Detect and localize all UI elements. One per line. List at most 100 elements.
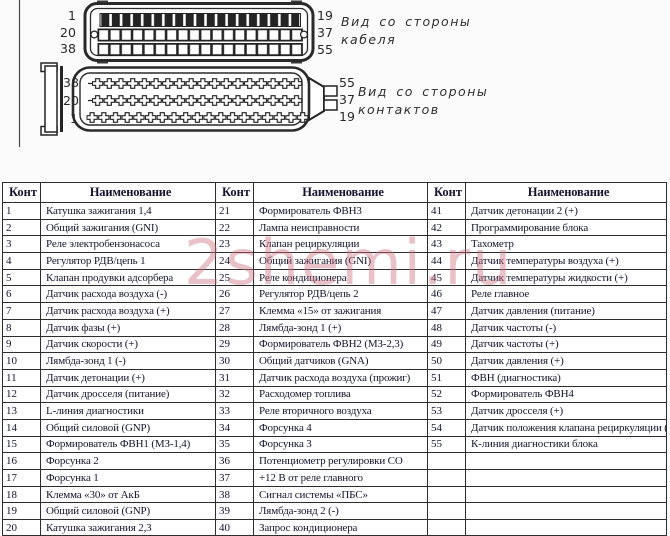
table-row: 40 Запрос кондиционера bbox=[216, 520, 428, 535]
pin-name-cell: Общий силовой (GNP) bbox=[41, 503, 216, 521]
connector-cable-view-drawing bbox=[83, 0, 315, 64]
pin-number-cell: 21 bbox=[216, 203, 254, 220]
pin-number-cell: 31 bbox=[216, 369, 254, 387]
pin-number-cell: 23 bbox=[216, 236, 254, 254]
pin-number-cell: 43 bbox=[428, 236, 466, 254]
pin-number-cell bbox=[428, 503, 466, 521]
pin-number-cell: 55 bbox=[428, 436, 466, 454]
pin-number-cell: 8 bbox=[3, 319, 41, 337]
pin-number-cell: 25 bbox=[216, 269, 254, 287]
pin-number-cell: 49 bbox=[428, 336, 466, 354]
pin-name-cell: Катушка зажигания 1,4 bbox=[41, 203, 216, 220]
table-row: 26 Регулятор РДВ/цепь 2 bbox=[216, 286, 428, 304]
pin-number-cell: 3 bbox=[3, 236, 41, 254]
table-row: 21 Формирователь ФВН3 bbox=[216, 203, 428, 220]
pin-name-cell: Датчик расхода воздуха (прожиг) bbox=[254, 369, 428, 387]
header-name-cell: Наименование bbox=[466, 183, 666, 203]
pin-number-cell: 14 bbox=[3, 419, 41, 437]
table-row: 36 Потенциометр регулировки СО bbox=[216, 453, 428, 470]
pin-name-cell: L-линия диагностики bbox=[41, 403, 216, 420]
table-row: 12 Датчик дросселя (питание) bbox=[3, 386, 216, 404]
pin-name-cell: Форсунка 1 bbox=[41, 470, 216, 487]
pin-number-cell: 30 bbox=[216, 353, 254, 370]
table-row bbox=[428, 453, 666, 470]
pin-name-cell: Лямбда-зонд 1 (+) bbox=[254, 319, 428, 337]
pin-name-cell: Регулятор РДВ/цепь 1 bbox=[41, 253, 216, 270]
table-row: 22 Лампа неисправности bbox=[216, 219, 428, 237]
table-row: 18 Клемма «30» от АкБ bbox=[3, 486, 216, 504]
pin-name-cell: Лампа неисправности bbox=[254, 219, 428, 237]
caption-line: контактов bbox=[358, 102, 440, 117]
pin-number-cell: 17 bbox=[3, 470, 41, 487]
pin-number-cell bbox=[428, 453, 466, 470]
pin-name-cell: Общий зажигания (GNI) bbox=[254, 253, 428, 270]
pin-name-cell: Датчик детонации (+) bbox=[41, 369, 216, 387]
table-row: 45 Датчик температуры жидкости (+) bbox=[428, 269, 666, 287]
pin-number-cell: 5 bbox=[3, 269, 41, 287]
pin-name-cell: Сигнал системы «ПБС» bbox=[254, 486, 428, 504]
pin-label: 1 bbox=[68, 8, 76, 23]
pin-number-cell: 20 bbox=[3, 520, 41, 535]
pin-number-cell: 45 bbox=[428, 269, 466, 287]
table-row: 28 Лямбда-зонд 1 (+) bbox=[216, 319, 428, 337]
pin-number-cell: 19 bbox=[3, 503, 41, 521]
table-row: 48 Датчик частоты (-) bbox=[428, 319, 666, 337]
table-row: 52 Формирователь ФВН4 bbox=[428, 386, 666, 404]
pin-name-cell: Форсунка 2 bbox=[41, 453, 216, 470]
pin-number-cell: 29 bbox=[216, 336, 254, 354]
table-row: 35 Форсунка 3 bbox=[216, 436, 428, 454]
pin-name-cell: Датчик давления (+) bbox=[466, 353, 666, 370]
pin-name-cell: Датчик температуры жидкости (+) bbox=[466, 270, 666, 287]
table-rows: 21 Формирователь ФВН3 22 Лампа неисправност… bbox=[216, 203, 428, 535]
pin-number-cell: 16 bbox=[3, 453, 41, 470]
pin-number-cell: 38 bbox=[216, 486, 254, 504]
table-row: 17 Форсунка 1 bbox=[3, 470, 216, 487]
pin-name-cell: Лямбда-зонд 2 (-) bbox=[254, 503, 428, 521]
table-group-2: Конт Наименование 21 Формирователь ФВН3 22… bbox=[216, 183, 428, 535]
table-row: 42 Программирование блока bbox=[428, 219, 666, 237]
table-row: 43 Тахометр bbox=[428, 236, 666, 254]
table-row: 41 Датчик детонации 2 (+) bbox=[428, 203, 666, 220]
caption-line: Вид со стороны bbox=[341, 14, 472, 29]
pin-name-cell: Общий датчиков (GNA) bbox=[254, 353, 428, 370]
pin-name-cell: Лямбда-зонд 1 (-) bbox=[41, 353, 216, 370]
pin-name-cell: Расходомер топлива bbox=[254, 386, 428, 404]
table-row bbox=[428, 470, 666, 487]
table-row: 30 Общий датчиков (GNA) bbox=[216, 353, 428, 370]
pin-number-cell: 41 bbox=[428, 203, 466, 220]
pin-name-cell: Запрос кондиционера bbox=[254, 520, 428, 535]
table-row: 6 Датчик расхода воздуха (-) bbox=[3, 286, 216, 304]
pin-number-cell: 6 bbox=[3, 286, 41, 304]
pin-label: 19 bbox=[339, 109, 355, 124]
pin-label: 38 bbox=[60, 41, 76, 56]
pin-number-cell: 22 bbox=[216, 219, 254, 237]
caption-line: кабеля bbox=[341, 32, 397, 47]
caption-line: Вид со стороны bbox=[358, 84, 489, 99]
pin-label: 37 bbox=[339, 92, 355, 107]
connector-contact-view-drawing bbox=[40, 62, 338, 136]
pin-name-cell: Реле вторичного воздуха bbox=[254, 403, 428, 420]
table-row bbox=[428, 520, 666, 535]
pin-number-cell: 51 bbox=[428, 369, 466, 387]
table-row: 16 Форсунка 2 bbox=[3, 453, 216, 470]
pin-number-cell: 35 bbox=[216, 436, 254, 454]
table-row: 54 Датчик положения клапана рециркуляции … bbox=[428, 419, 666, 437]
table-row: 20 Катушка зажигания 2,3 bbox=[3, 520, 216, 535]
pin-number-cell: 53 bbox=[428, 403, 466, 420]
pin-name-cell: +12 В от реле главного bbox=[254, 470, 428, 487]
pin-name-cell: Датчик фазы (+) bbox=[41, 319, 216, 337]
pin-name-cell: Датчик положения клапана рециркуляции (+… bbox=[466, 420, 666, 437]
pin-name-cell: Датчик расхода воздуха (+) bbox=[41, 303, 216, 320]
table-row: 13 L-линия диагностики bbox=[3, 403, 216, 420]
pin-name-cell: Датчик частоты (-) bbox=[466, 320, 666, 337]
table-row: 2 Общий зажигания (GNI) bbox=[3, 219, 216, 237]
pin-label: 20 bbox=[60, 25, 76, 40]
pin-name-cell: Формирователь ФВН2 (МЗ-2,3) bbox=[254, 336, 428, 354]
pin-name-cell: Формирователь ФВН4 bbox=[466, 387, 666, 404]
header-name-cell: Наименование bbox=[41, 183, 216, 203]
pin-number-cell: 12 bbox=[3, 386, 41, 404]
pin-name-cell: Общий зажигания (GNI) bbox=[41, 219, 216, 237]
pin-name-cell: Датчик частоты (+) bbox=[466, 337, 666, 354]
connector-drawings bbox=[18, 0, 338, 147]
pin-name-cell: Клапан продувки адсорбера bbox=[41, 269, 216, 287]
